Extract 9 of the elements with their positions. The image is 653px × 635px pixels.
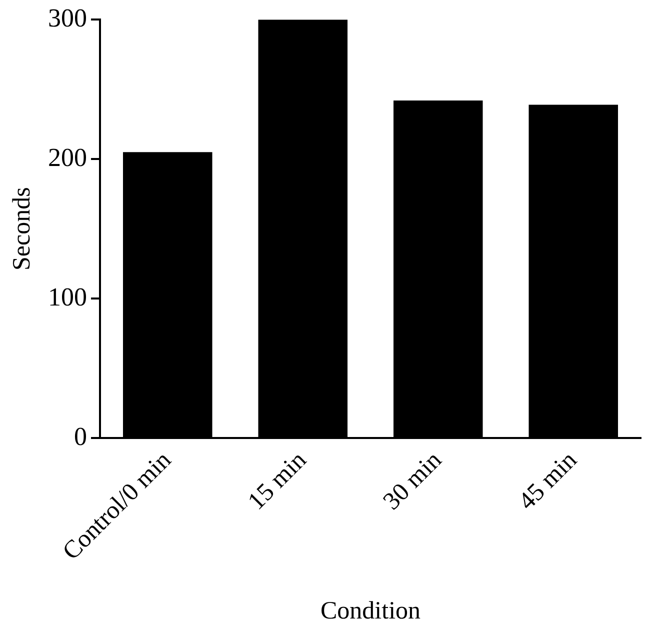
y-tick-label: 0	[74, 422, 87, 451]
x-tick-label: 45 min	[514, 446, 583, 516]
x-tick-label: 30 min	[378, 446, 448, 516]
x-tick-label: 15 min	[243, 446, 312, 516]
x-axis-title: Condition	[320, 598, 422, 625]
y-tick-label: 300	[48, 3, 87, 32]
y-tick-label: 200	[48, 142, 87, 172]
y-tick-label: 100	[48, 282, 87, 312]
y-axis-title: Seconds	[8, 187, 36, 271]
